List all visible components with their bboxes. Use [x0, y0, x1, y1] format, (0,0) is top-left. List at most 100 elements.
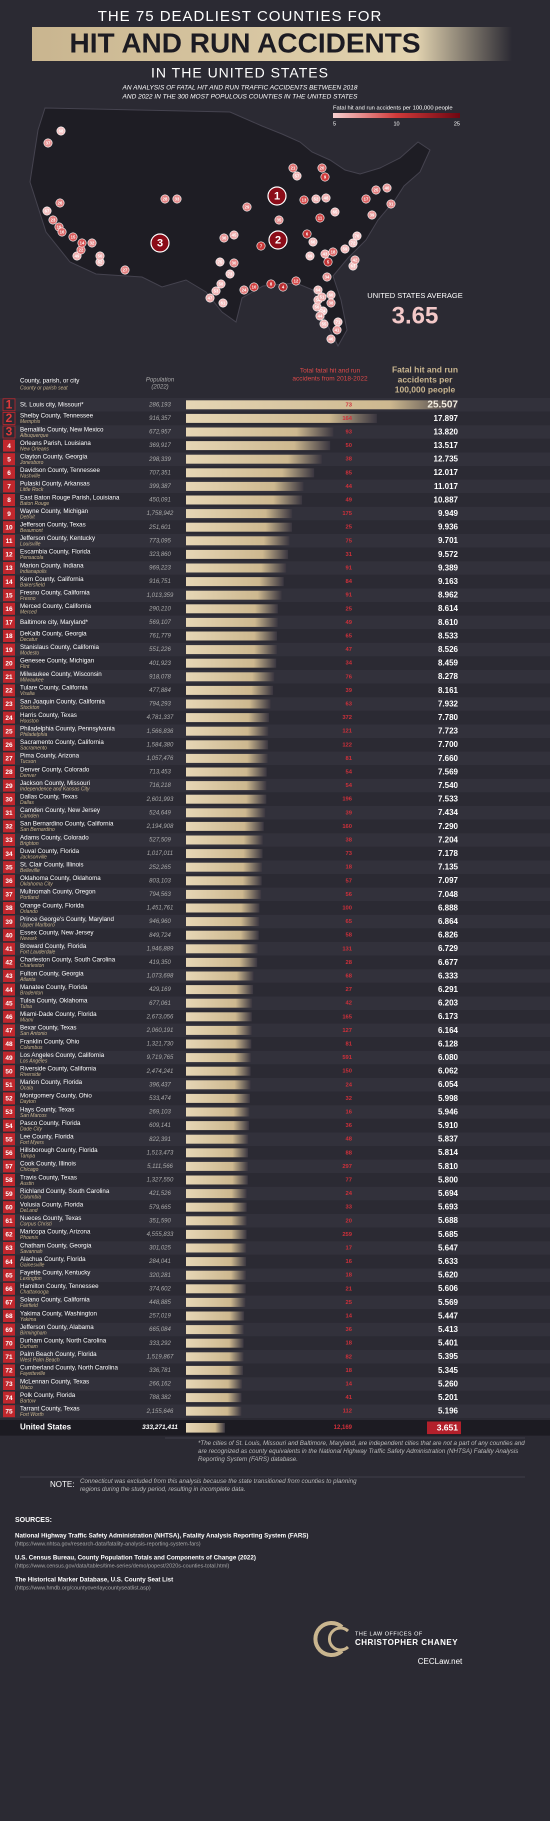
rank-badge — [3, 698, 15, 710]
rate: 5.814 — [438, 1148, 459, 1157]
county-seat: Lexington — [20, 1276, 42, 1282]
county-seat: Chattanooga — [20, 1290, 49, 1296]
county-seat: Dade City — [20, 1126, 42, 1132]
total-accidents: 93 — [346, 430, 353, 436]
map-marker-label: 39 — [370, 213, 375, 218]
county-name: Hays County, Texas — [20, 1106, 74, 1113]
rate-bar — [186, 1270, 246, 1280]
rate: 7.135 — [438, 863, 459, 872]
note-text: Connecticut was excluded from this analy… — [80, 1478, 357, 1493]
rate: 5.447 — [438, 1311, 459, 1320]
total-accidents: 49 — [346, 620, 353, 626]
row-background — [0, 1214, 550, 1228]
column-header: (2022) — [151, 385, 168, 391]
map-marker-label: 60 — [329, 293, 334, 298]
map-marker-label: 67 — [45, 209, 50, 214]
county-name: Lee County, Florida — [20, 1134, 74, 1141]
total-accidents: 38 — [346, 457, 353, 463]
total-accidents: 18 — [346, 1368, 353, 1374]
us-average-label: UNITED STATES AVERAGE — [367, 291, 462, 300]
total-accidents: 33 — [346, 1205, 353, 1211]
rate-bar — [186, 821, 264, 831]
rank-badge — [3, 779, 15, 792]
rate: 5.800 — [438, 1175, 459, 1184]
subtitle: AND 2022 IN THE 300 MOST POPULOUS COUNTI… — [122, 94, 359, 101]
total-accidents: 17 — [346, 1246, 352, 1252]
map-marker-label: 70 — [355, 234, 360, 239]
population: 251,601 — [148, 525, 171, 531]
map-marker — [256, 241, 266, 251]
rate-bar — [186, 1243, 247, 1253]
rank: 59 — [5, 1191, 13, 1198]
rate: 7.178 — [438, 849, 459, 858]
rate: 5.413 — [438, 1325, 459, 1334]
county-name: Fayette County, Kentucky — [20, 1270, 91, 1277]
rate-bar — [186, 699, 271, 709]
rate-bar — [186, 427, 334, 437]
map-marker-label: 40 — [385, 186, 390, 191]
county-name: Tulsa County, Oklahoma — [20, 998, 88, 1005]
rate: 5.260 — [438, 1379, 459, 1388]
rate: 12.017 — [434, 468, 459, 477]
map-marker-label: 69 — [308, 254, 313, 259]
population: 916,751 — [149, 579, 171, 585]
map-marker-label: 28 — [163, 197, 168, 202]
rate: 6.173 — [438, 1012, 459, 1021]
rank-badge — [3, 806, 15, 819]
rate-bar — [186, 522, 292, 532]
total-rate-box — [427, 1421, 461, 1435]
total-accidents: 42 — [346, 1001, 352, 1007]
row-background — [0, 778, 550, 793]
total-accidents: 28 — [346, 960, 353, 966]
population: 369,917 — [149, 443, 171, 449]
map-marker — [120, 265, 130, 275]
rate-bar — [186, 577, 284, 587]
rate: 6.888 — [438, 903, 459, 912]
rank: 29 — [5, 783, 13, 790]
map-marker — [229, 258, 239, 268]
total-accidents: 44 — [346, 484, 353, 490]
total-accidents: 58 — [346, 933, 353, 939]
population: 1,758,942 — [147, 511, 174, 517]
map-marker-label: 47 — [208, 296, 213, 301]
map-marker-label: 72 — [351, 241, 356, 246]
footnote: *The cities of St. Louis, Missouri and B… — [198, 1440, 525, 1463]
population: 421,526 — [149, 1191, 171, 1197]
rate: 5.685 — [438, 1230, 459, 1239]
row-background — [0, 1105, 550, 1119]
population: 351,590 — [149, 1218, 171, 1224]
column-header: 100,000 people — [395, 384, 456, 394]
county-seat: Bakersfield — [20, 582, 45, 588]
rate: 5.196 — [438, 1407, 459, 1416]
row-background — [0, 1010, 550, 1024]
rank-badge — [3, 725, 15, 738]
map-marker-label: 5 — [327, 260, 330, 265]
county-seat: Little Rock — [20, 487, 44, 493]
total-accidents: 24 — [346, 1082, 353, 1088]
population: 429,169 — [149, 987, 171, 993]
total-accidents: 82 — [346, 1354, 352, 1360]
map-marker — [211, 286, 221, 296]
map-marker — [43, 138, 53, 148]
map-marker — [216, 279, 226, 289]
rate: 7.290 — [438, 822, 459, 831]
rank-badge — [3, 1350, 15, 1363]
total-accidents: 25 — [346, 1300, 353, 1306]
rank: 31 — [5, 810, 13, 817]
total-accidents: 54 — [346, 770, 353, 776]
column-header: accidents from 2018-2022 — [292, 376, 368, 383]
rank: 8 — [7, 497, 11, 504]
county-name: Hillsborough County, Florida — [20, 1147, 98, 1154]
population: 336,781 — [149, 1368, 171, 1374]
county-name: Marion County, Florida — [20, 1079, 83, 1086]
county-seat: Miami — [20, 1018, 34, 1024]
row-background — [0, 1050, 550, 1065]
total-accidents: 196 — [342, 797, 352, 803]
county-seat: Durham — [20, 1344, 38, 1350]
rank: 74 — [5, 1395, 13, 1402]
map-marker — [323, 257, 333, 267]
rank-badge — [3, 738, 15, 751]
rank: 27 — [5, 756, 13, 763]
rank: 6 — [7, 470, 11, 477]
total-accidents: 112 — [343, 1409, 352, 1415]
